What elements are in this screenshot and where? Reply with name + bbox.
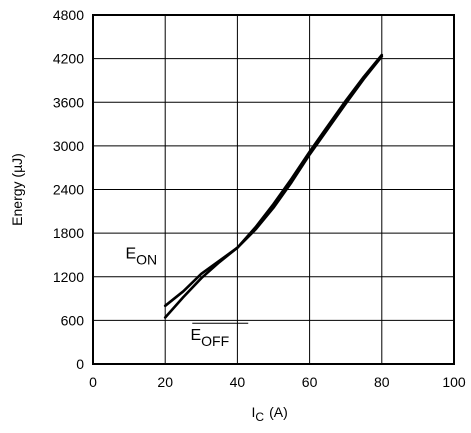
series-label-eoff-main: E bbox=[190, 327, 201, 344]
series-label-eoff: EOFF bbox=[190, 327, 229, 349]
series-layer bbox=[163, 53, 384, 319]
x-axis-label-unit: (A) bbox=[269, 404, 288, 420]
x-tick-label-40: 40 bbox=[230, 374, 246, 390]
y-tick-label-4200: 4200 bbox=[53, 51, 84, 67]
x-tick-label-20: 20 bbox=[157, 374, 173, 390]
series-line-eoff bbox=[163, 53, 384, 319]
y-tick-label-3000: 3000 bbox=[53, 138, 84, 154]
x-tick-label-0: 0 bbox=[89, 374, 97, 390]
y-tick-label-2400: 2400 bbox=[53, 182, 84, 198]
y-tick-label-600: 600 bbox=[61, 312, 85, 328]
x-axis-label: IC (A) bbox=[252, 404, 288, 424]
y-tick-label-3600: 3600 bbox=[53, 94, 84, 110]
tick-label-layer: 0 600 1200 1800 2400 3000 3600 4200 4800 0 20 40 60 8… bbox=[53, 7, 466, 390]
series-label-eoff-subscript: OFF bbox=[201, 333, 229, 349]
y-tick-label-1200: 1200 bbox=[53, 269, 84, 285]
y-axis-label: Energy (µJ) bbox=[9, 153, 25, 226]
x-axis-label-main: I bbox=[252, 404, 256, 420]
y-tick-label-1800: 1800 bbox=[53, 225, 84, 241]
y-tick-label-4800: 4800 bbox=[53, 7, 84, 23]
series-label-eon: EON bbox=[125, 246, 157, 268]
grid-layer bbox=[93, 15, 454, 364]
series-label-eon-subscript: ON bbox=[136, 252, 157, 268]
x-tick-label-100: 100 bbox=[442, 374, 466, 390]
x-tick-label-60: 60 bbox=[302, 374, 318, 390]
y-tick-label-0: 0 bbox=[76, 356, 84, 372]
x-axis-label-subscript: C bbox=[255, 410, 264, 424]
series-line-eon bbox=[163, 55, 384, 308]
series-label-eon-main: E bbox=[125, 246, 136, 263]
plot-frame bbox=[92, 14, 455, 365]
x-tick-label-80: 80 bbox=[374, 374, 390, 390]
